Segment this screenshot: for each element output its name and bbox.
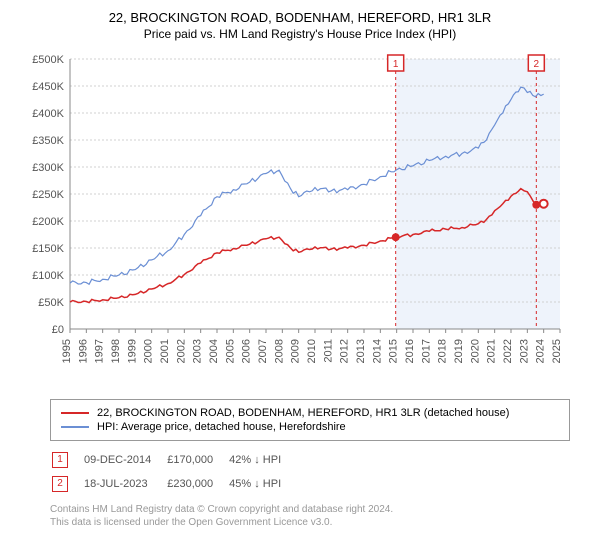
legend: 22, BROCKINGTON ROAD, BODENHAM, HEREFORD…	[50, 399, 570, 441]
sale-diff: 45% ↓ HPI	[229, 473, 295, 495]
legend-swatch	[61, 412, 89, 414]
sales-table: 1 09-DEC-2014£170,00042% ↓ HPI 2 18-JUL-202…	[50, 447, 297, 497]
svg-text:£250K: £250K	[32, 189, 64, 201]
svg-text:2001: 2001	[159, 339, 171, 363]
chart-svg: £0 £50K £100K £150K £200K £250K £300K £350K £400…	[20, 49, 580, 389]
svg-text:2008: 2008	[273, 339, 285, 363]
svg-text:2007: 2007	[257, 339, 269, 363]
svg-text:2017: 2017	[420, 339, 432, 363]
svg-text:£100K: £100K	[32, 270, 64, 282]
svg-text:1: 1	[393, 59, 399, 70]
svg-text:2024: 2024	[535, 339, 547, 363]
svg-text:£150K: £150K	[32, 243, 64, 255]
footer: Contains HM Land Registry data © Crown c…	[50, 503, 570, 529]
sale-date: 09-DEC-2014	[84, 449, 165, 471]
footer-line2: This data is licensed under the Open Gov…	[50, 516, 570, 529]
svg-text:£500K: £500K	[32, 54, 64, 66]
svg-text:£200K: £200K	[32, 216, 64, 228]
svg-text:£400K: £400K	[32, 108, 64, 120]
legend-label: 22, BROCKINGTON ROAD, BODENHAM, HEREFORD…	[97, 407, 509, 419]
footer-line1: Contains HM Land Registry data © Crown c…	[50, 503, 570, 516]
svg-text:2014: 2014	[371, 339, 383, 363]
svg-text:2004: 2004	[208, 339, 220, 363]
svg-text:2009: 2009	[290, 339, 302, 363]
svg-text:2011: 2011	[322, 339, 334, 363]
legend-row: HPI: Average price, detached house, Here…	[61, 420, 559, 434]
table-row: 2 18-JUL-2023£230,00045% ↓ HPI	[52, 473, 295, 495]
svg-text:2016: 2016	[404, 339, 416, 363]
svg-text:2022: 2022	[502, 339, 514, 363]
svg-text:2012: 2012	[339, 339, 351, 363]
svg-text:£0: £0	[52, 324, 64, 336]
chart: £0 £50K £100K £150K £200K £250K £300K £350K £400…	[20, 49, 580, 389]
svg-text:1998: 1998	[110, 339, 122, 363]
table-row: 1 09-DEC-2014£170,00042% ↓ HPI	[52, 449, 295, 471]
legend-label: HPI: Average price, detached house, Here…	[97, 421, 346, 433]
svg-text:2005: 2005	[224, 339, 236, 363]
svg-text:2002: 2002	[175, 339, 187, 363]
svg-text:2025: 2025	[551, 339, 563, 363]
sale-marker-box: 2	[52, 476, 68, 492]
sale-marker-box: 1	[52, 452, 68, 468]
svg-text:2003: 2003	[192, 339, 204, 363]
svg-text:2020: 2020	[469, 339, 481, 363]
page-subtitle: Price paid vs. HM Land Registry's House …	[10, 27, 590, 41]
legend-row: 22, BROCKINGTON ROAD, BODENHAM, HEREFORD…	[61, 406, 559, 420]
svg-text:£350K: £350K	[32, 135, 64, 147]
sale-price: £230,000	[167, 473, 227, 495]
svg-text:£450K: £450K	[32, 81, 64, 93]
svg-text:2019: 2019	[453, 339, 465, 363]
svg-text:2006: 2006	[241, 339, 253, 363]
svg-text:1999: 1999	[126, 339, 138, 363]
svg-text:2000: 2000	[143, 339, 155, 363]
sale-date: 18-JUL-2023	[84, 473, 165, 495]
legend-swatch	[61, 426, 89, 428]
sale-diff: 42% ↓ HPI	[229, 449, 295, 471]
page-title: 22, BROCKINGTON ROAD, BODENHAM, HEREFORD…	[10, 10, 590, 25]
svg-text:1995: 1995	[61, 339, 73, 363]
svg-text:2023: 2023	[518, 339, 530, 363]
svg-text:£300K: £300K	[32, 162, 64, 174]
svg-text:2018: 2018	[437, 339, 449, 363]
svg-text:2021: 2021	[486, 339, 498, 363]
svg-text:1996: 1996	[77, 339, 89, 363]
svg-text:2: 2	[534, 59, 540, 70]
svg-text:1997: 1997	[94, 339, 106, 363]
svg-text:2015: 2015	[388, 339, 400, 363]
svg-text:£50K: £50K	[38, 297, 64, 309]
svg-text:2013: 2013	[355, 339, 367, 363]
sale-price: £170,000	[167, 449, 227, 471]
svg-text:2010: 2010	[306, 339, 318, 363]
